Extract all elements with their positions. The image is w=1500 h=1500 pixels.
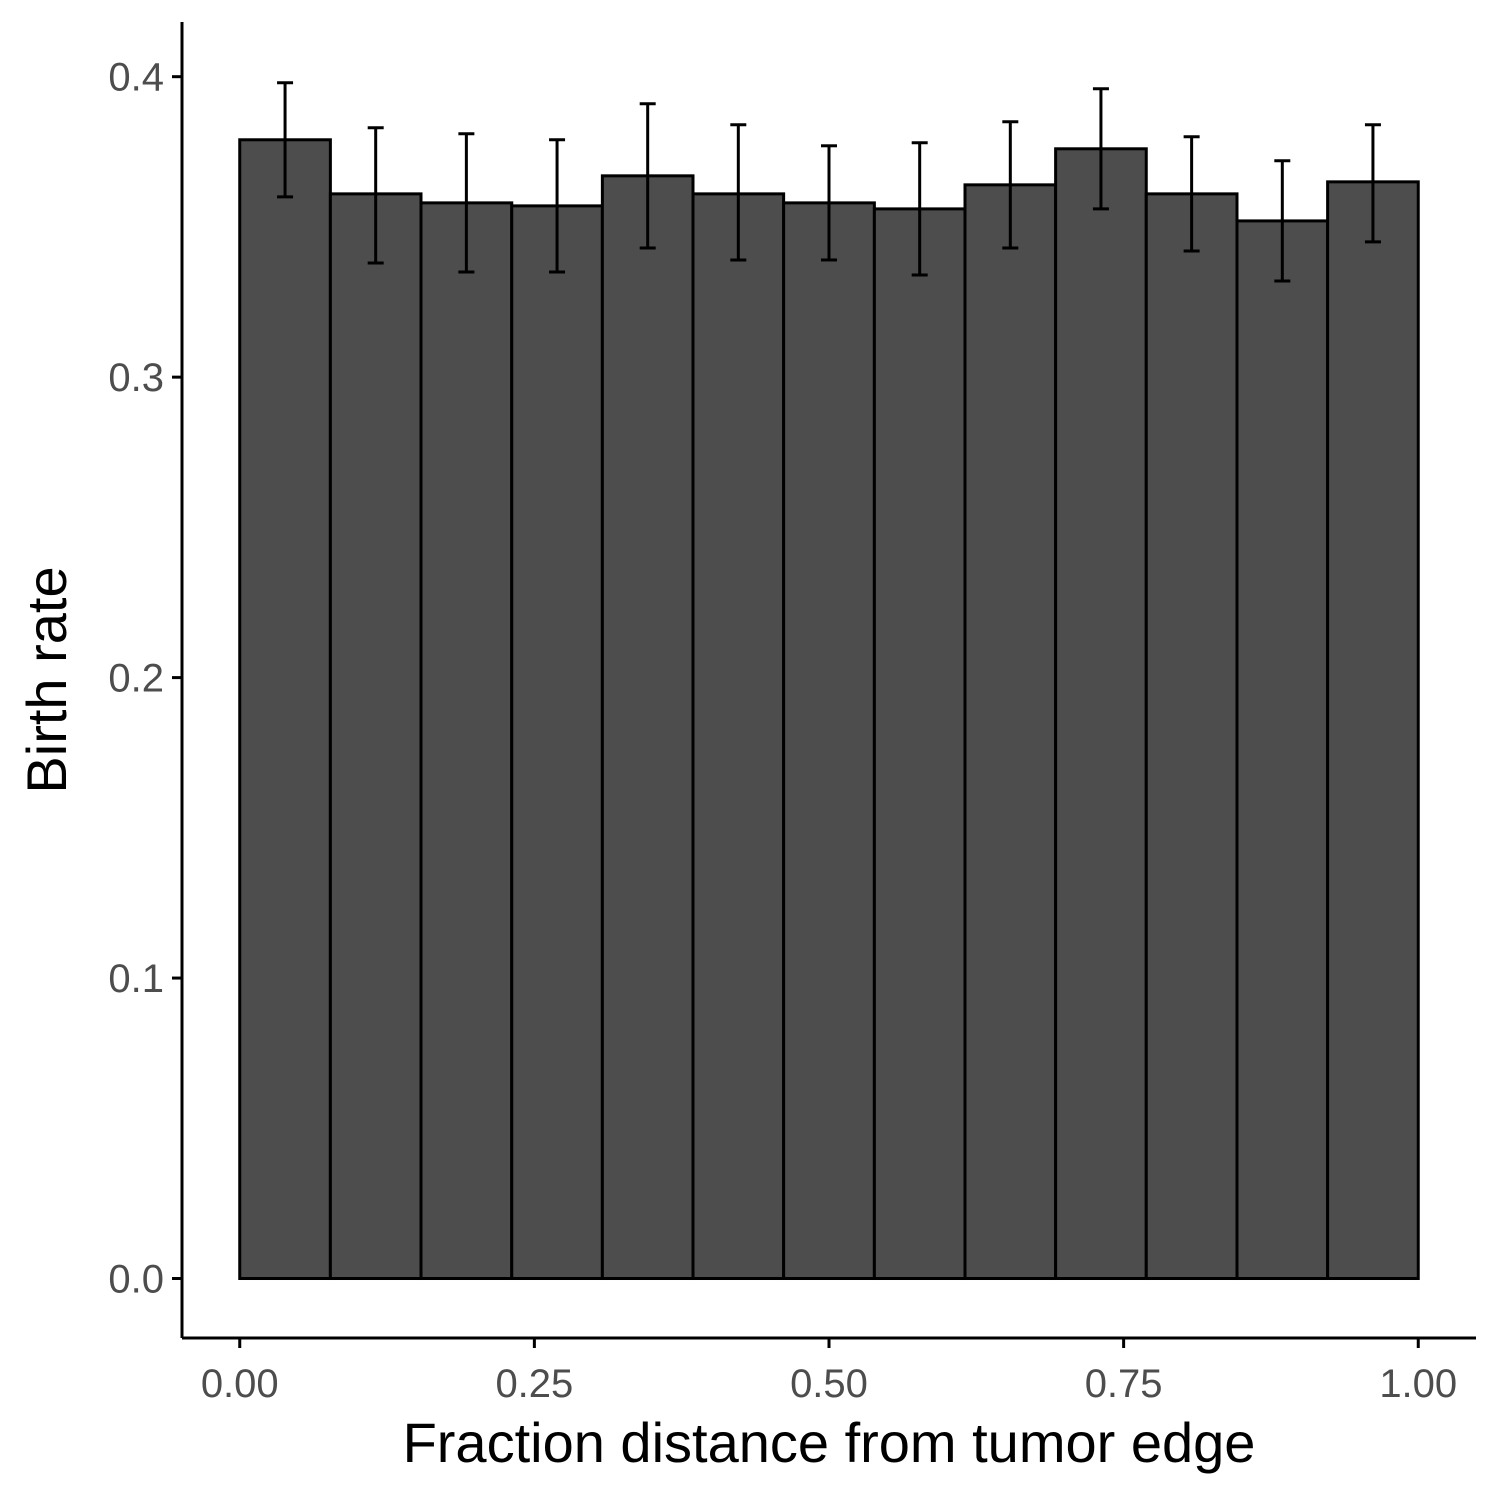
bar <box>600 174 695 1281</box>
errorbars-layer <box>277 81 1381 283</box>
error-bar <box>1274 159 1291 283</box>
error-bar <box>1092 87 1109 211</box>
x-ticks: 0.00 0.25 0.50 0.75 1.00 <box>201 1338 1457 1406</box>
y-tick-label: 0.0 <box>108 1258 164 1302</box>
bar <box>238 138 332 1281</box>
error-bar <box>367 126 384 265</box>
bar <box>782 201 876 1281</box>
error-bar <box>1364 123 1381 244</box>
bar <box>963 183 1058 1281</box>
error-bar <box>1002 120 1019 250</box>
y-tick-label: 0.3 <box>108 356 164 400</box>
bar <box>510 204 604 1281</box>
error-bar <box>458 132 475 274</box>
y-ticks: 0.0 0.1 0.2 0.3 0.4 <box>108 56 182 1302</box>
bar <box>419 201 514 1281</box>
x-tick-label: 0.25 <box>495 1362 573 1406</box>
x-tick-label: 0.50 <box>790 1362 868 1406</box>
error-bar <box>549 138 566 274</box>
bar <box>872 207 967 1281</box>
y-tick-label: 0.4 <box>108 56 164 100</box>
error-bar <box>639 102 656 250</box>
bar <box>1326 180 1420 1281</box>
x-tick-label: 0.00 <box>201 1362 279 1406</box>
bar <box>1235 219 1330 1281</box>
bar <box>328 192 423 1281</box>
bars-layer <box>238 138 1420 1281</box>
error-bar <box>821 144 837 262</box>
y-axis-title: Birth rate <box>15 566 78 793</box>
y-tick-label: 0.2 <box>108 657 164 701</box>
bar <box>691 192 786 1281</box>
error-bar <box>911 141 928 277</box>
error-bar <box>730 123 747 262</box>
x-tick-label: 1.00 <box>1379 1362 1457 1406</box>
bar <box>1144 192 1239 1281</box>
error-bar <box>277 81 294 199</box>
x-axis-title: Fraction distance from tumor edge <box>403 1411 1256 1474</box>
bar <box>1054 147 1148 1281</box>
error-bar <box>1183 135 1200 253</box>
x-tick-label: 0.75 <box>1085 1362 1163 1406</box>
y-tick-label: 0.1 <box>108 957 164 1001</box>
